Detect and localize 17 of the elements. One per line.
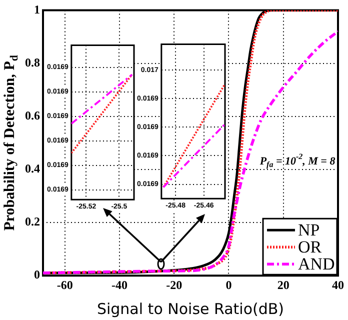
x-tick-label: 0	[226, 278, 232, 292]
legend-label: NP	[298, 220, 320, 240]
legend-label: AND	[298, 254, 335, 274]
y-tick-label: 0.4	[25, 162, 40, 176]
x-tick-label: -20	[166, 278, 182, 292]
y-tick-label: 0.8	[25, 55, 40, 70]
y-tick-label: 0	[34, 268, 40, 282]
x-tick-label: 20	[277, 278, 290, 292]
y-tick-label: 0.2	[25, 214, 40, 229]
x-tick-label: -40	[111, 278, 128, 292]
x-tick-label: -60	[56, 278, 73, 292]
y-tick-label: 1	[34, 2, 40, 16]
legend-label: OR	[298, 238, 322, 257]
x-tick-label: 40	[332, 278, 344, 292]
x-axis-title: Signal to Noise Ratio(dB)	[96, 300, 284, 318]
y-axis-title: Probability of Detection, Pd	[2, 54, 20, 231]
y-tick-label: 0.6	[25, 108, 40, 122]
